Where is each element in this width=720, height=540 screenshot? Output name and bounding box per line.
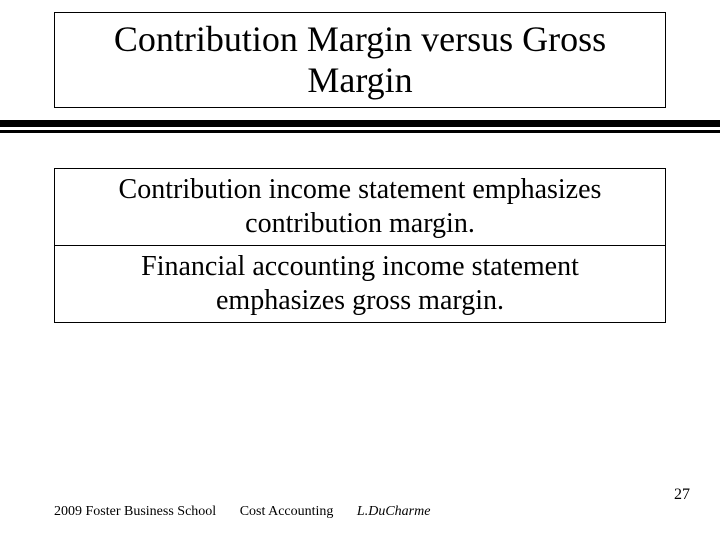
- title-divider: [0, 120, 720, 133]
- content-box-2: Financial accounting income statement em…: [54, 245, 666, 323]
- footer-author: L.DuCharme: [357, 504, 431, 520]
- footer-course: Cost Accounting: [240, 504, 334, 520]
- footer-school: 2009 Foster Business School: [54, 504, 216, 520]
- content-text-1: Contribution income statement emphasizes…: [75, 173, 645, 240]
- page-number: 27: [674, 486, 690, 504]
- content-box-1: Contribution income statement emphasizes…: [54, 168, 666, 246]
- content-text-2: Financial accounting income statement em…: [75, 250, 645, 317]
- footer: 2009 Foster Business School Cost Account…: [54, 504, 666, 520]
- slide-title: Contribution Margin versus Gross Margin: [65, 19, 655, 102]
- title-box: Contribution Margin versus Gross Margin: [54, 12, 666, 108]
